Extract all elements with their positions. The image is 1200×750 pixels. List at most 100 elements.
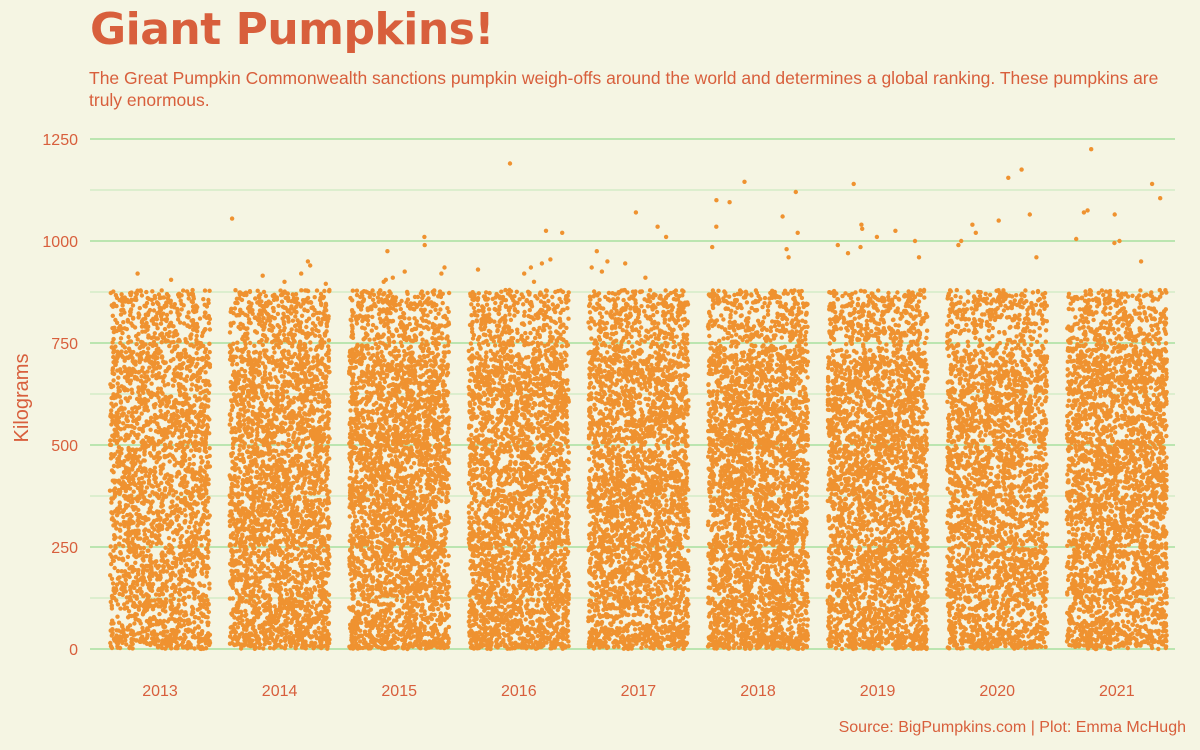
data-point (148, 587, 153, 593)
data-point (127, 512, 133, 517)
data-point (163, 473, 168, 478)
data-point (299, 288, 304, 293)
data-point (245, 306, 251, 311)
data-point (115, 381, 120, 386)
data-point (156, 563, 162, 569)
x-tick-label: 2014 (262, 683, 298, 700)
data-point (111, 329, 117, 335)
data-point (122, 606, 127, 611)
data-point (326, 358, 332, 363)
data-point (205, 414, 210, 419)
data-point (205, 634, 210, 640)
data-point (156, 494, 162, 499)
data-point (257, 599, 262, 605)
data-point (206, 320, 212, 326)
data-point (127, 395, 133, 400)
data-point (194, 337, 199, 343)
data-point (152, 603, 157, 609)
data-point (188, 496, 194, 502)
data-point (232, 425, 237, 431)
data-point (175, 374, 180, 379)
data-point (152, 638, 157, 643)
data-point (146, 335, 151, 340)
data-point (162, 447, 167, 453)
data-point (202, 349, 208, 355)
data-point (123, 494, 128, 499)
data-point (325, 472, 330, 477)
data-point (256, 423, 261, 429)
data-point (130, 641, 135, 647)
data-point (251, 546, 256, 551)
data-point (267, 450, 272, 455)
data-point (162, 518, 167, 523)
data-point (110, 581, 116, 586)
data-point (290, 344, 295, 349)
data-point (166, 535, 172, 541)
data-point (200, 330, 206, 335)
data-point (247, 486, 252, 492)
data-point (126, 497, 131, 503)
data-point (304, 605, 310, 610)
data-point (300, 463, 306, 468)
data-point (277, 642, 282, 647)
data-point (286, 512, 292, 517)
data-point (168, 394, 174, 399)
data-point (114, 588, 119, 593)
data-point (178, 482, 183, 487)
data-point (134, 342, 139, 347)
data-point (245, 469, 250, 474)
data-point (118, 606, 123, 611)
data-point (190, 574, 195, 579)
data-point (128, 307, 134, 312)
data-point (142, 538, 147, 543)
data-point (280, 420, 285, 425)
data-point (184, 392, 189, 397)
data-point (180, 400, 185, 406)
data-point (260, 376, 265, 381)
data-point (247, 289, 253, 295)
data-point (137, 485, 143, 490)
data-point (160, 638, 165, 643)
data-point (201, 297, 206, 302)
data-point (184, 488, 189, 494)
data-point (111, 336, 116, 342)
data-point (165, 526, 170, 532)
data-point (292, 545, 297, 551)
data-point (256, 504, 262, 510)
data-point (111, 621, 116, 626)
data-point (270, 397, 276, 403)
data-point (195, 607, 200, 612)
data-point (255, 288, 260, 293)
data-point (193, 590, 198, 595)
data-point (244, 547, 249, 552)
data-point (149, 453, 154, 458)
data-point (271, 423, 276, 428)
data-point (162, 373, 167, 378)
data-point (171, 414, 176, 419)
data-point (157, 365, 163, 370)
data-point (229, 430, 234, 435)
data-point (132, 594, 137, 599)
data-point (176, 294, 182, 299)
data-point (287, 442, 292, 448)
data-point (313, 468, 318, 474)
data-point (262, 542, 267, 547)
data-point (256, 542, 262, 547)
data-point (261, 575, 266, 580)
y-tick-label: 500 (51, 438, 78, 455)
data-point (320, 467, 325, 472)
data-point (171, 334, 176, 339)
data-point (156, 371, 162, 376)
data-point (271, 384, 276, 389)
data-point (300, 571, 305, 577)
data-point (163, 369, 168, 374)
data-point (297, 485, 303, 490)
data-point (139, 374, 144, 379)
data-point (291, 338, 296, 343)
data-point (122, 364, 127, 370)
data-point (110, 313, 116, 318)
data-point (140, 625, 145, 631)
data-point (310, 331, 315, 336)
data-point (186, 358, 191, 364)
data-point (235, 300, 240, 306)
